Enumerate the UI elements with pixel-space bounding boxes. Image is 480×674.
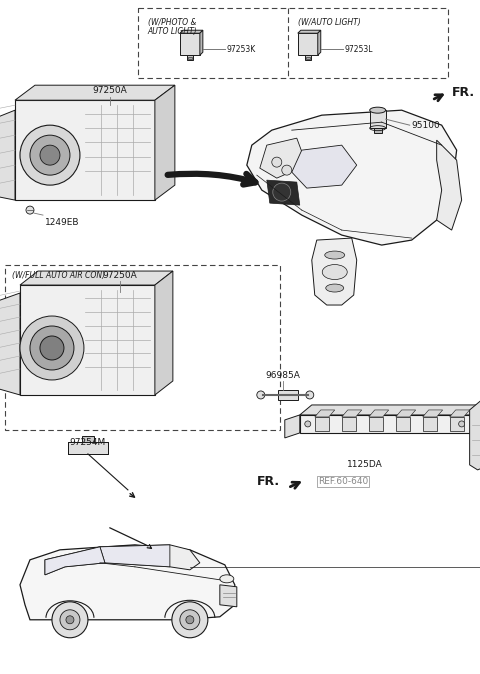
- Text: 95100: 95100: [412, 121, 441, 129]
- Circle shape: [180, 610, 200, 630]
- Circle shape: [66, 616, 74, 623]
- Text: 97253K: 97253K: [227, 44, 256, 54]
- Polygon shape: [20, 545, 235, 620]
- Polygon shape: [267, 180, 300, 205]
- Polygon shape: [82, 436, 94, 442]
- Polygon shape: [187, 55, 193, 60]
- Polygon shape: [278, 390, 298, 400]
- Polygon shape: [285, 415, 300, 438]
- Circle shape: [20, 316, 84, 380]
- Circle shape: [60, 610, 80, 630]
- Text: 1249EB: 1249EB: [45, 218, 80, 227]
- Circle shape: [284, 392, 291, 398]
- Circle shape: [305, 421, 311, 427]
- Text: (W/FULL AUTO AIR CON): (W/FULL AUTO AIR CON): [12, 271, 105, 280]
- Polygon shape: [450, 417, 464, 431]
- Ellipse shape: [325, 251, 345, 259]
- Polygon shape: [15, 100, 155, 200]
- Text: 1125DA: 1125DA: [347, 460, 383, 469]
- Circle shape: [30, 326, 74, 370]
- Text: 96985A: 96985A: [265, 371, 300, 380]
- Bar: [306, 57, 310, 59]
- Circle shape: [306, 391, 314, 399]
- Polygon shape: [423, 410, 443, 417]
- Text: FR.: FR.: [257, 475, 280, 489]
- Text: 97250A: 97250A: [93, 86, 127, 95]
- Ellipse shape: [326, 284, 344, 292]
- Polygon shape: [100, 545, 170, 567]
- Polygon shape: [423, 417, 437, 431]
- Circle shape: [40, 336, 64, 360]
- Ellipse shape: [370, 107, 386, 113]
- Polygon shape: [300, 405, 480, 415]
- Polygon shape: [45, 547, 105, 575]
- Polygon shape: [155, 85, 175, 200]
- Polygon shape: [247, 110, 456, 245]
- Text: AUTO LIGHT): AUTO LIGHT): [148, 27, 197, 36]
- Polygon shape: [300, 415, 469, 433]
- Text: FR.: FR.: [452, 86, 475, 98]
- Polygon shape: [20, 271, 173, 285]
- Polygon shape: [318, 30, 321, 55]
- Polygon shape: [0, 110, 15, 200]
- Polygon shape: [180, 30, 203, 33]
- Circle shape: [282, 165, 292, 175]
- Polygon shape: [374, 128, 382, 133]
- Circle shape: [40, 145, 60, 165]
- Polygon shape: [450, 410, 469, 417]
- Text: 97250A: 97250A: [103, 271, 137, 280]
- Text: 97253L: 97253L: [345, 44, 373, 54]
- Polygon shape: [305, 55, 311, 60]
- Circle shape: [20, 125, 80, 185]
- Polygon shape: [312, 238, 357, 305]
- Polygon shape: [260, 138, 307, 178]
- Circle shape: [172, 602, 208, 638]
- Polygon shape: [180, 33, 200, 55]
- Polygon shape: [370, 110, 386, 128]
- Circle shape: [26, 206, 34, 214]
- Text: 97254M: 97254M: [70, 438, 106, 447]
- Polygon shape: [68, 442, 108, 454]
- Polygon shape: [0, 293, 20, 395]
- Polygon shape: [342, 410, 362, 417]
- Polygon shape: [437, 140, 462, 230]
- Bar: [188, 57, 192, 59]
- Polygon shape: [15, 85, 175, 100]
- Polygon shape: [155, 271, 173, 395]
- Text: REF.60-640: REF.60-640: [318, 477, 368, 487]
- Polygon shape: [315, 410, 335, 417]
- Circle shape: [272, 157, 282, 167]
- Circle shape: [186, 616, 194, 623]
- Polygon shape: [292, 145, 357, 188]
- Polygon shape: [342, 417, 356, 431]
- Polygon shape: [298, 30, 321, 33]
- Circle shape: [273, 183, 291, 201]
- Ellipse shape: [322, 265, 347, 280]
- Ellipse shape: [220, 575, 234, 583]
- Polygon shape: [315, 417, 329, 431]
- Circle shape: [30, 135, 70, 175]
- Polygon shape: [396, 410, 416, 417]
- Polygon shape: [20, 285, 155, 395]
- Polygon shape: [45, 545, 200, 575]
- Polygon shape: [369, 417, 383, 431]
- Polygon shape: [396, 417, 410, 431]
- Circle shape: [257, 391, 265, 399]
- Polygon shape: [298, 33, 318, 55]
- Text: (W/PHOTO &: (W/PHOTO &: [148, 18, 196, 27]
- Text: (W/AUTO LIGHT): (W/AUTO LIGHT): [298, 18, 360, 27]
- Polygon shape: [469, 400, 480, 470]
- Bar: [68, 442, 108, 454]
- Circle shape: [459, 421, 465, 427]
- Polygon shape: [220, 585, 237, 607]
- Polygon shape: [200, 30, 203, 55]
- Polygon shape: [369, 410, 389, 417]
- Circle shape: [52, 602, 88, 638]
